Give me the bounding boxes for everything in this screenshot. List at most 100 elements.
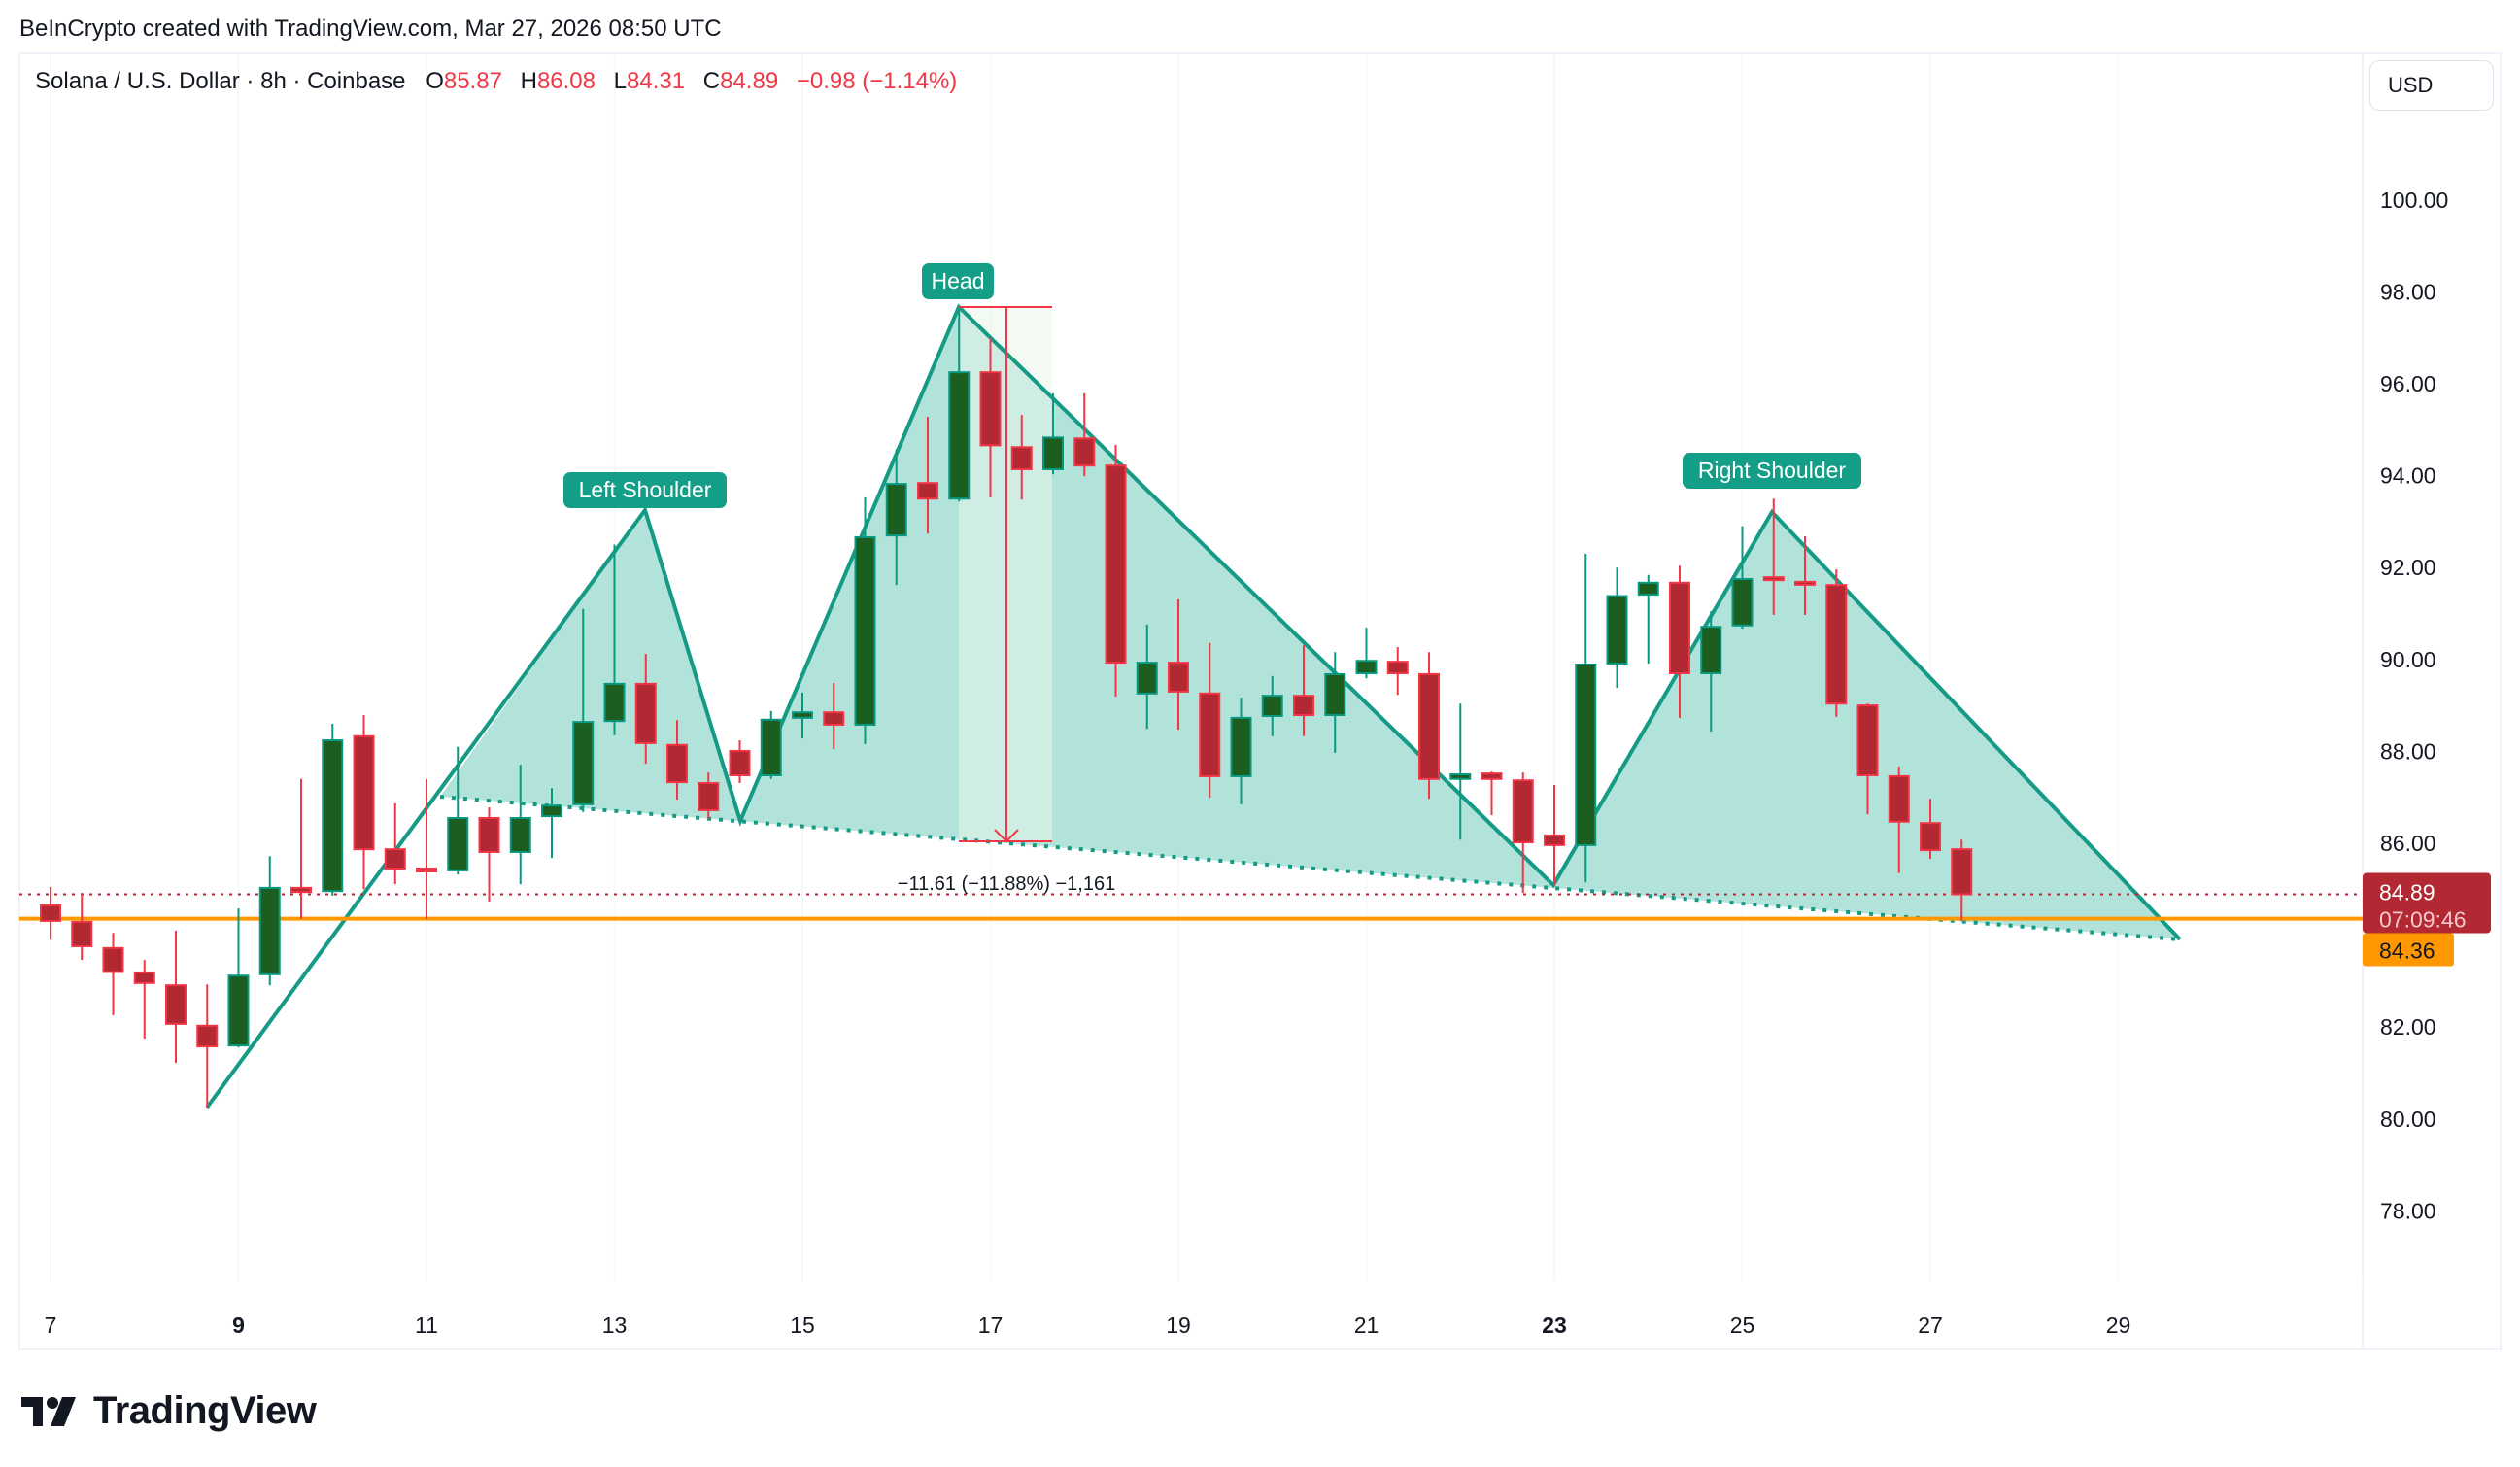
candle-body[interactable] <box>917 482 938 500</box>
candle-body[interactable] <box>885 483 907 537</box>
candle-body[interactable] <box>1073 437 1096 467</box>
candle-body[interactable] <box>603 682 626 723</box>
candle-body[interactable] <box>196 1024 219 1048</box>
candle-body[interactable] <box>227 974 250 1047</box>
price-tick: 92.00 <box>2380 555 2436 580</box>
time-tick: 13 <box>602 1313 628 1338</box>
candle-body[interactable] <box>948 371 971 500</box>
candle-body[interactable] <box>729 749 751 776</box>
candle-body[interactable] <box>823 711 845 726</box>
open-value: 85.87 <box>443 68 502 94</box>
price-tick: 94.00 <box>2380 463 2436 489</box>
candle-body[interactable] <box>979 371 1002 447</box>
candle-body[interactable] <box>258 886 281 975</box>
candle-body[interactable] <box>478 816 500 853</box>
candle-body[interactable] <box>1293 695 1314 717</box>
tradingview-logo[interactable]: TradingView <box>21 1389 317 1433</box>
candle-body[interactable] <box>760 718 782 776</box>
candle-body[interactable] <box>71 920 93 947</box>
candle-body[interactable] <box>40 904 61 922</box>
candle-body[interactable] <box>1481 772 1503 780</box>
measure-arrow-head-icon <box>994 829 1019 843</box>
candle-body[interactable] <box>165 984 187 1025</box>
candle-body[interactable] <box>1010 446 1033 470</box>
candle-body[interactable] <box>1136 662 1158 695</box>
candle-body[interactable] <box>509 816 531 853</box>
candle-body[interactable] <box>1856 704 1879 776</box>
candle-body[interactable] <box>1606 595 1628 665</box>
price-tick: 86.00 <box>2380 831 2436 856</box>
candle-body[interactable] <box>322 739 344 893</box>
time-tick: 17 <box>978 1313 1004 1338</box>
tradingview-logo-icon <box>21 1396 76 1426</box>
candle-body[interactable] <box>1825 584 1848 705</box>
open-label: O <box>426 68 444 94</box>
candle-body[interactable] <box>1544 834 1565 846</box>
close-label: C <box>702 68 721 94</box>
candle-body[interactable] <box>1669 581 1690 674</box>
candle-body[interactable] <box>447 816 469 871</box>
candle-body[interactable] <box>634 682 657 744</box>
candle-body[interactable] <box>854 535 876 726</box>
time-tick: 15 <box>790 1313 815 1338</box>
close-value: 84.89 <box>720 68 779 94</box>
candle-body[interactable] <box>1575 664 1597 846</box>
candle-body[interactable] <box>1762 576 1785 582</box>
candle-body[interactable] <box>416 868 437 873</box>
candle-body[interactable] <box>1449 773 1472 780</box>
candle-body[interactable] <box>1888 774 1910 823</box>
candle-body[interactable] <box>1731 578 1754 627</box>
change-value: −0.98 (−1.14%) <box>796 68 958 94</box>
chart-frame <box>18 52 2502 1350</box>
candle-body[interactable] <box>572 721 595 805</box>
candle-body[interactable] <box>1355 660 1378 674</box>
symbol-name[interactable]: Solana / U.S. Dollar · 8h · Coinbase <box>35 68 406 94</box>
candle-body[interactable] <box>1700 626 1722 674</box>
time-tick: 27 <box>1918 1313 1943 1338</box>
candle-body[interactable] <box>1042 436 1064 470</box>
tradingview-logo-text: TradingView <box>93 1389 317 1432</box>
candle-body[interactable] <box>1920 822 1941 852</box>
candle-body[interactable] <box>1199 692 1221 777</box>
current-price-badge <box>2363 872 2491 934</box>
candle-body[interactable] <box>1105 464 1127 665</box>
candle-body[interactable] <box>1418 672 1440 780</box>
head-fill <box>740 307 1553 885</box>
candle-countdown: 07:09:46 <box>2379 907 2467 933</box>
candle-body[interactable] <box>1324 672 1346 717</box>
candle-body[interactable] <box>1168 662 1189 693</box>
price-tick: 100.00 <box>2380 188 2448 213</box>
price-tick: 98.00 <box>2380 279 2436 304</box>
candle-body[interactable] <box>290 886 312 894</box>
price-tick: 82.00 <box>2380 1014 2436 1040</box>
chart-credit: BeInCrypto created with TradingView.com,… <box>19 16 722 42</box>
time-tick: 7 <box>45 1313 57 1338</box>
candle-body[interactable] <box>353 734 375 851</box>
candle-body[interactable] <box>1261 695 1283 717</box>
candle-body[interactable] <box>384 848 406 870</box>
candle-body[interactable] <box>698 782 720 811</box>
candle-body[interactable] <box>666 743 688 784</box>
right-shoulder-label: Right Shoulder <box>1698 458 1846 483</box>
head-label: Head <box>932 268 985 293</box>
candle-body[interactable] <box>102 946 124 973</box>
candle-body[interactable] <box>1386 661 1409 674</box>
candle-body[interactable] <box>1951 848 1973 896</box>
candle-body[interactable] <box>1512 779 1534 844</box>
pattern-label-box <box>1683 453 1861 489</box>
left-shoulder-label: Left Shoulder <box>579 477 712 502</box>
current-price-value: 84.89 <box>2379 880 2435 905</box>
currency-button[interactable]: USD <box>2369 60 2494 111</box>
candle-body[interactable] <box>1637 581 1659 597</box>
candle-body[interactable] <box>1230 716 1252 777</box>
time-tick: 25 <box>1730 1313 1755 1338</box>
support-level-value: 84.36 <box>2379 938 2435 964</box>
price-tick: 78.00 <box>2380 1198 2436 1223</box>
candle-body[interactable] <box>133 971 155 984</box>
candle-body[interactable] <box>541 804 562 818</box>
symbol-legend: Solana / U.S. Dollar · 8h · Coinbase O85… <box>35 68 969 95</box>
candle-body[interactable] <box>792 711 813 719</box>
candle-body[interactable] <box>1794 580 1816 586</box>
low-label: L <box>613 68 628 94</box>
